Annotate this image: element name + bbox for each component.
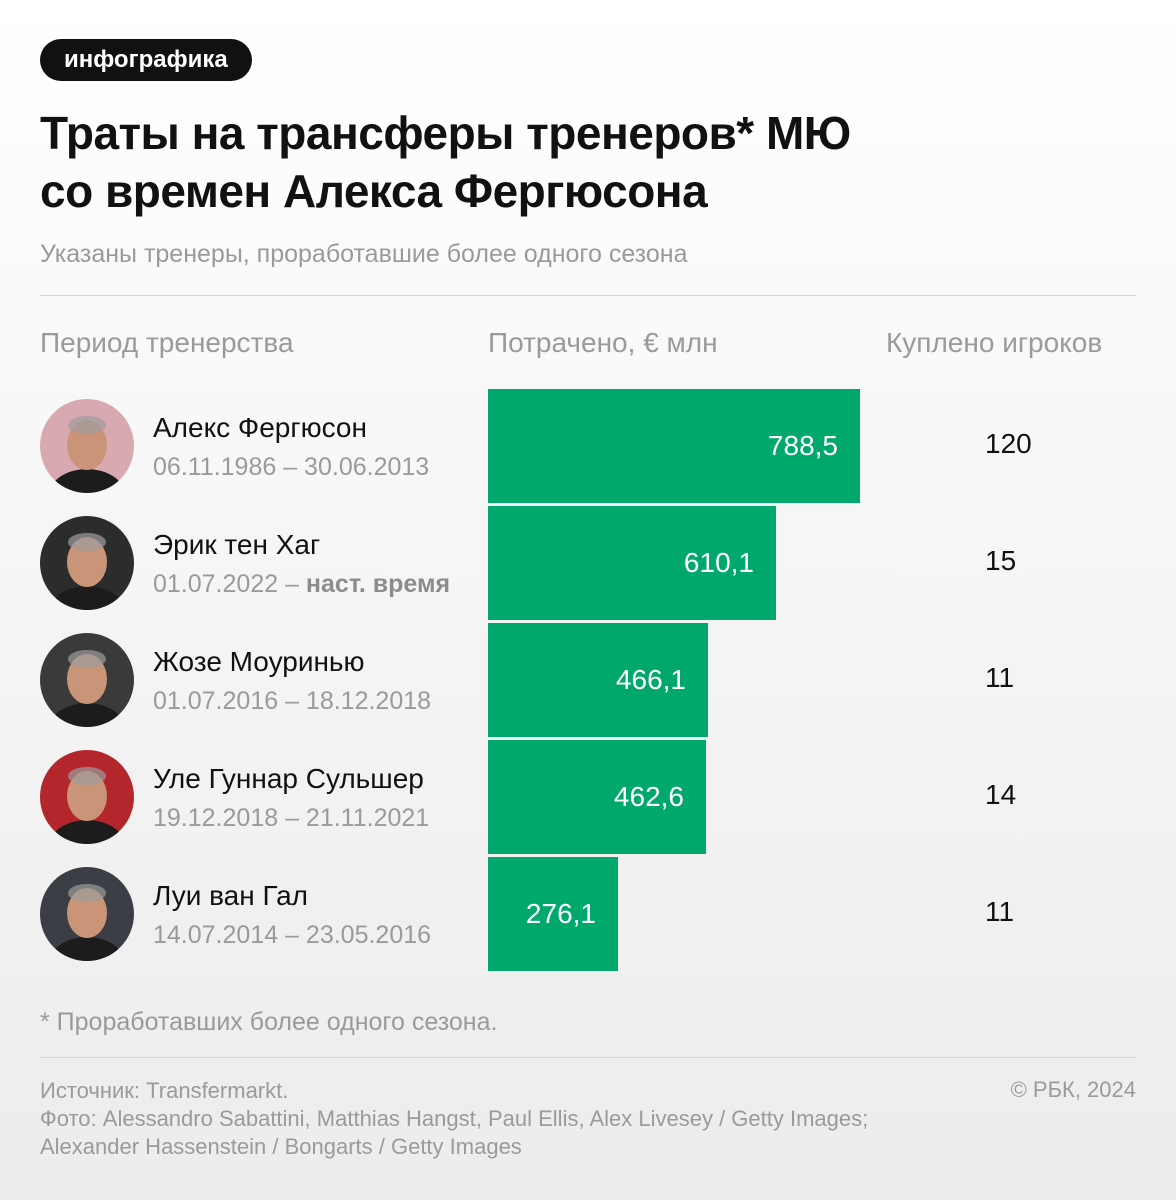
coach-period-dates: 01.07.2016 – 18.12.2018 (153, 687, 432, 715)
coach-period: 01.07.2016 – 18.12.2018 (153, 687, 431, 716)
column-header-period: Период тренерства (40, 327, 294, 358)
bar-value-label: 610,1 (683, 547, 754, 578)
portrait-icon (47, 884, 127, 961)
coach-period-dates: 06.11.1986 – 30.06.2013 (153, 453, 430, 481)
coach-period: 19.12.2018 – 21.11.2021 (153, 804, 429, 833)
footnote: * Проработавших более одного сезона. (40, 1008, 498, 1036)
bar-spent: 610,1 (488, 506, 776, 620)
source-line: Источник: Transfermarkt. (40, 1078, 289, 1103)
coach-period: 06.11.1986 – 30.06.2013 (153, 453, 429, 482)
page-title: Траты на трансферы тренеров* МЮ со време… (40, 104, 1140, 220)
coach-period-note: наст. время (305, 570, 451, 598)
portrait-icon (47, 767, 127, 844)
coach-period: 01.07.2022 – наст. время (153, 570, 450, 599)
portrait-icon (47, 416, 127, 493)
source-credits: Источник: Transfermarkt. Фото: Alessandr… (40, 1077, 900, 1161)
players-bought-count: 11 (985, 896, 1015, 927)
bar-value-label: 462,6 (613, 781, 684, 812)
bar-value-label: 466,1 (615, 664, 686, 695)
players-bought-count: 15 (985, 545, 1017, 576)
bar-spent: 466,1 (488, 623, 708, 737)
coach-period-dates: 14.07.2014 – 23.05.2016 (153, 921, 432, 949)
column-header-spent: Потрачено, € млн (488, 327, 718, 358)
bar-spent: 276,1 (488, 857, 618, 971)
bar-value-label: 788,5 (767, 430, 838, 461)
copyright: © РБК, 2024 (1010, 1077, 1136, 1102)
coach-avatar (40, 399, 134, 493)
coach-period-dates: 19.12.2018 – 21.11.2021 (153, 804, 430, 832)
column-header-bought: Куплено игроков (886, 327, 1103, 358)
players-bought-count: 120 (985, 428, 1032, 459)
title-line-1: Траты на трансферы тренеров* МЮ (40, 107, 851, 159)
coach-period: 14.07.2014 – 23.05.2016 (153, 921, 431, 950)
coach-avatar (40, 633, 134, 727)
coach-name: Луи ван Гал (153, 880, 308, 911)
subtitle: Указаны тренеры, проработавшие более одн… (40, 240, 688, 268)
coach-avatar (40, 516, 134, 610)
coach-avatar (40, 867, 134, 961)
bar-value-label: 276,1 (525, 898, 596, 929)
title-line-2: со времен Алекса Фергюсона (40, 165, 708, 217)
portrait-icon (47, 533, 127, 610)
coach-avatar (40, 750, 134, 844)
infographic-tag: инфографика (40, 39, 252, 81)
coach-name: Жозе Моуринью (153, 646, 365, 677)
footer-divider (40, 1057, 1136, 1058)
bar-spent: 788,5 (488, 389, 860, 503)
players-bought-count: 14 (985, 779, 1017, 810)
header-divider (40, 295, 1136, 296)
coach-period-dates: 01.07.2022 – (153, 570, 306, 598)
coach-name: Эрик тен Хаг (153, 529, 321, 560)
coach-name: Алекс Фергюсон (153, 412, 367, 443)
portrait-icon (47, 650, 127, 727)
coach-name: Уле Гуннар Сульшер (153, 763, 424, 794)
players-bought-count: 11 (985, 662, 1015, 693)
photo-credits: Фото: Alessandro Sabattini, Matthias Han… (40, 1106, 869, 1159)
bar-spent: 462,6 (488, 740, 706, 854)
